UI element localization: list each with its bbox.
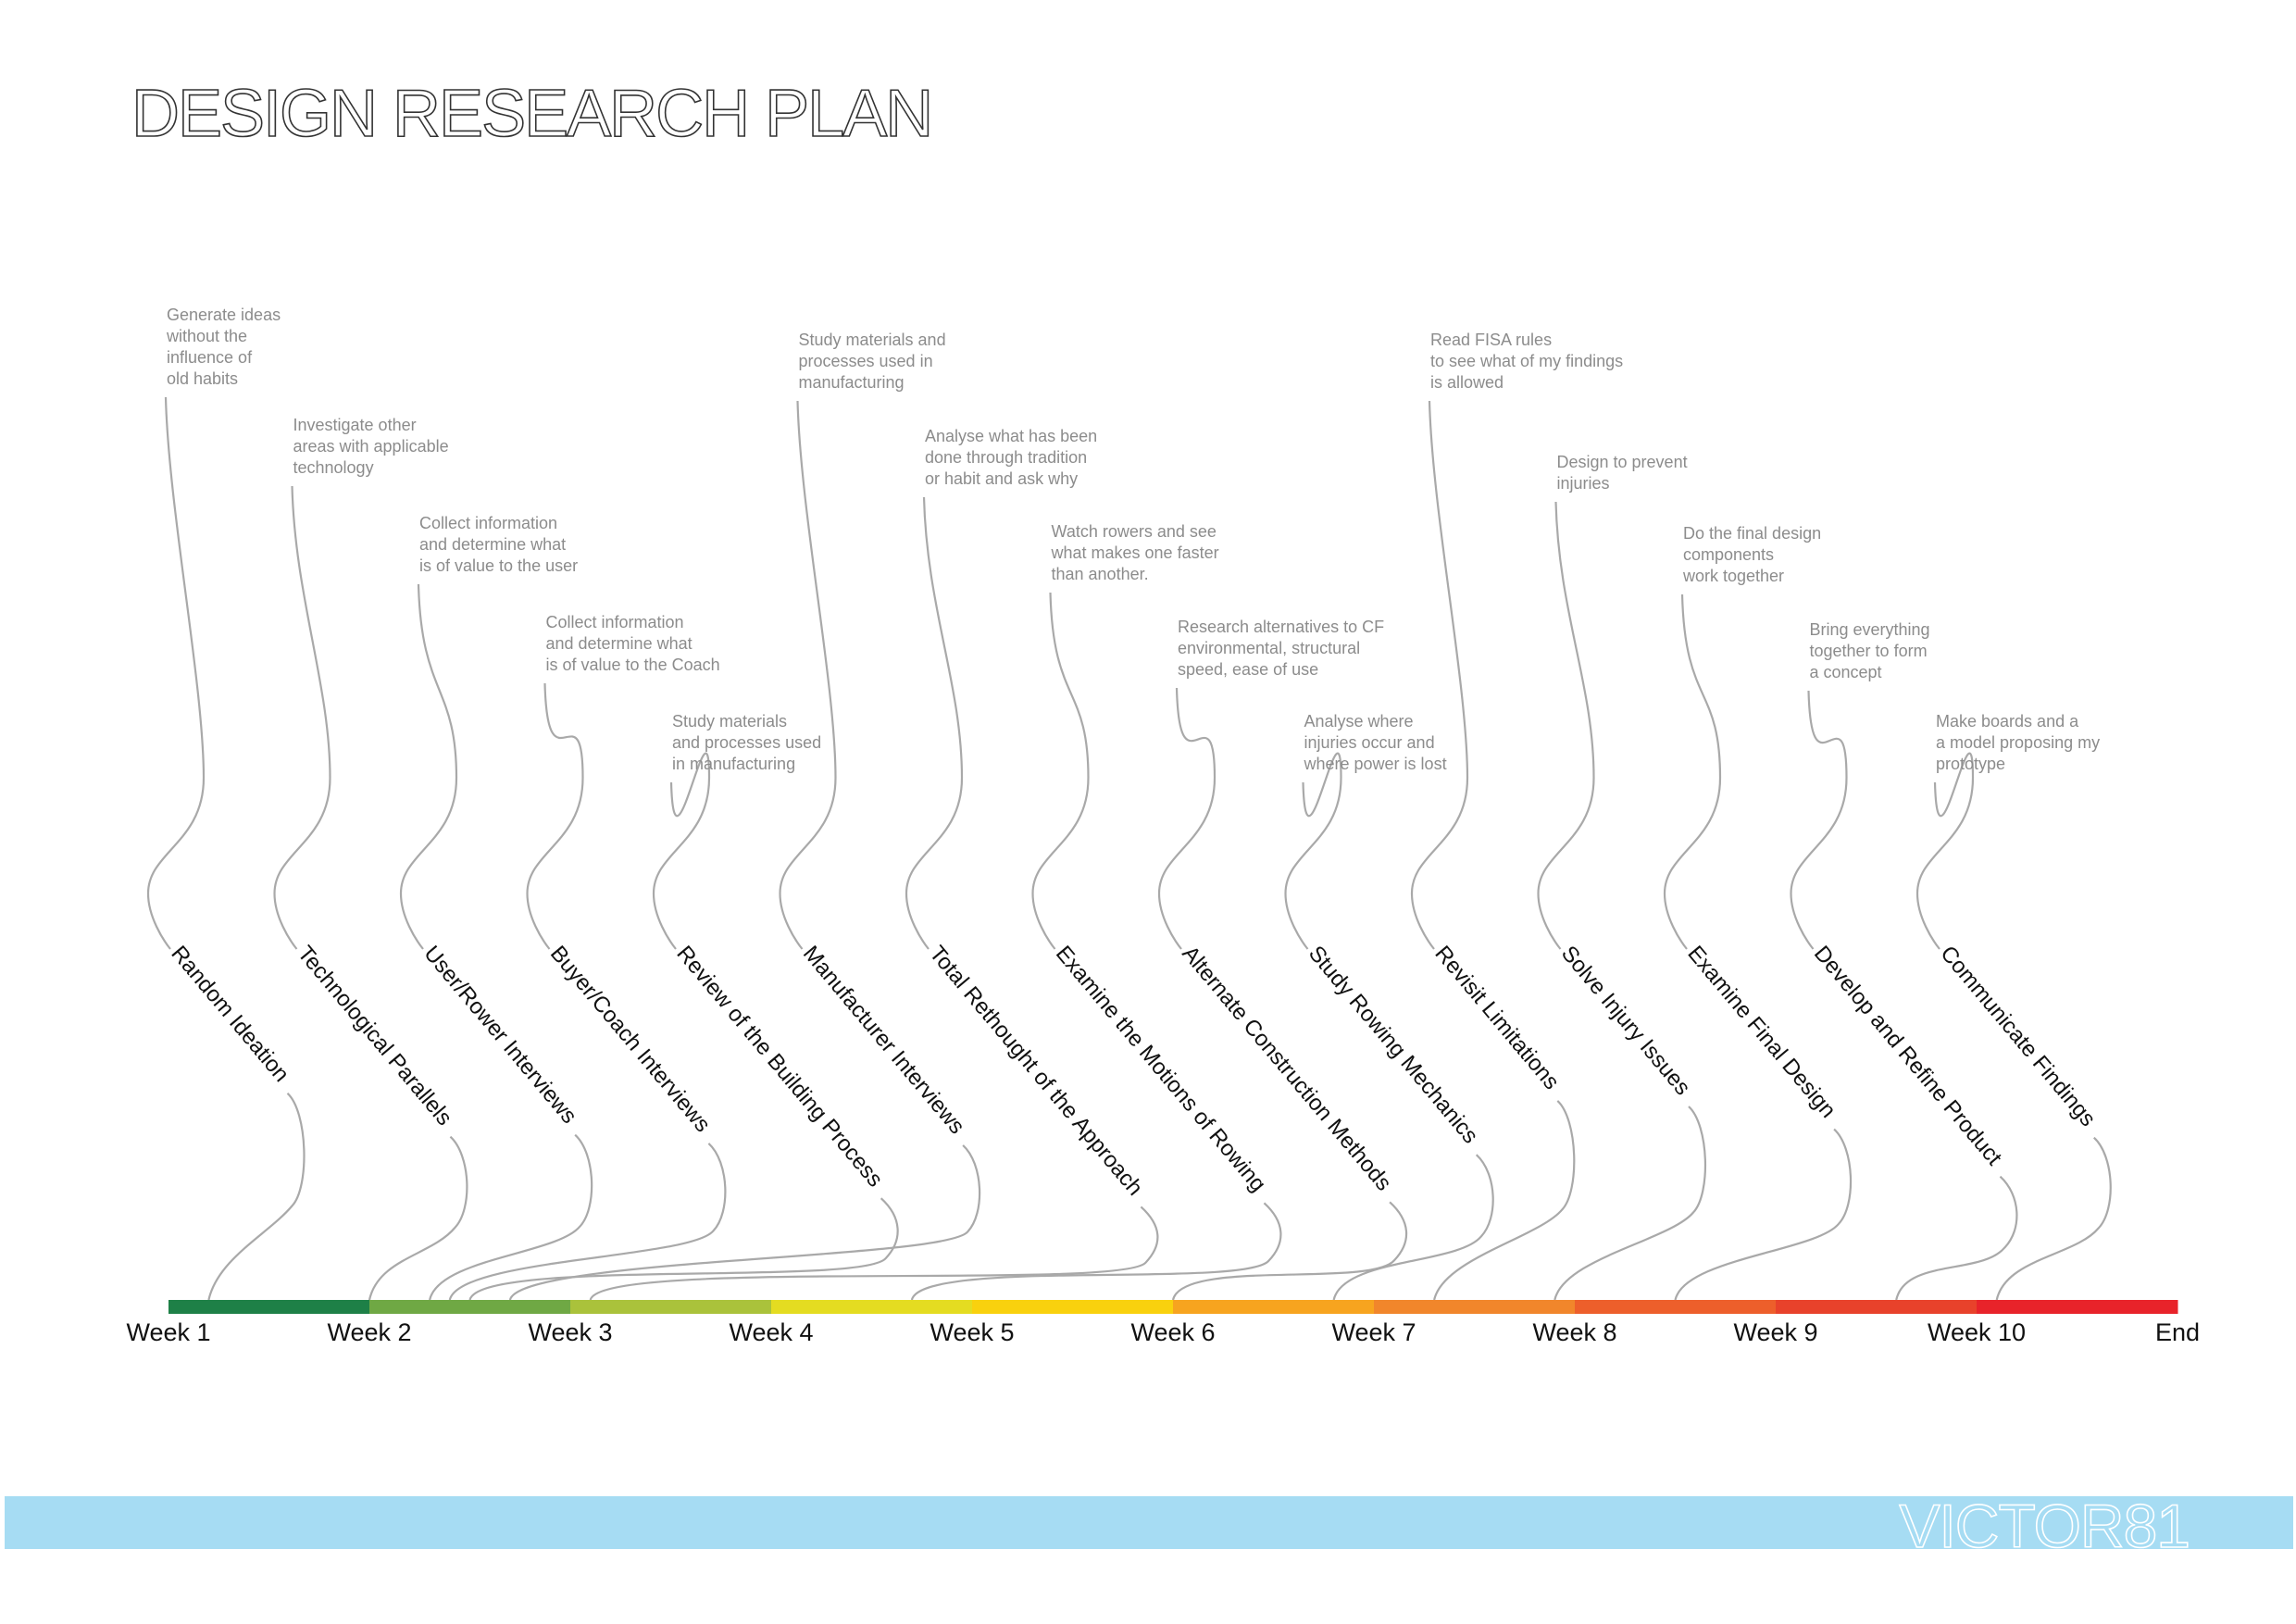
- task-description-examine-final-design: Do the final design components work togeth…: [1682, 524, 1821, 585]
- task-connector-lower-manufacturer-interviews: [508, 1144, 981, 1301]
- task-label-review-of-the-building-process: Review of the Building Process: [671, 942, 887, 1193]
- task-description-total-rethought-of-the-approach: Analyse what has been done through tradit…: [925, 427, 1097, 488]
- task-description-buyer-coach-interviews: Collect information and determine what is …: [546, 613, 720, 674]
- timeline-segment-week-5: [972, 1300, 1174, 1314]
- week-label-week-2: Week 2: [327, 1318, 411, 1346]
- task-connector-lower-alternate-construction-methods: [1171, 1201, 1408, 1301]
- footer-band: VICTOR81: [5, 1491, 2293, 1561]
- task-label-solve-injury-issues: Solve Injury Issues: [1556, 942, 1695, 1101]
- task-leader-upper-study-rowing-mechanics: [1284, 752, 1342, 950]
- task-description-examine-the-motions-of-rowing: Watch rowers and see what makes one faste…: [1051, 522, 1219, 583]
- task-leader-upper-buyer-coach-interviews: [526, 682, 584, 950]
- task-description-revisit-limitations: Read FISA rules to see what of my finding…: [1430, 331, 1623, 392]
- task-description-technological-parallels: Investigate other areas with applicable te…: [293, 416, 449, 477]
- task-leader-upper-random-ideation: [146, 396, 206, 950]
- task-label-revisit-limitations: Revisit Limitations: [1429, 942, 1564, 1095]
- week-label-week-10: Week 10: [1928, 1318, 2026, 1346]
- task-connector-lower-random-ideation: [207, 1092, 306, 1301]
- task-description-manufacturer-interviews: Study materials and processes used in manu…: [799, 331, 946, 392]
- timeline-segment-week-10: [1977, 1300, 2178, 1314]
- task-leader-upper-alternate-construction-methods: [1157, 687, 1217, 950]
- task-description-user-rower-interviews: Collect information and determine what is …: [419, 514, 578, 575]
- timeline-segment-week-9: [1776, 1300, 1978, 1314]
- week-labels: Week 1 Week 2 Week 3 Week 4 Week 5 Week 6 Week…: [126, 1318, 2200, 1346]
- timeline-segment-week-7: [1374, 1300, 1576, 1314]
- week-label-week-1: Week 1: [126, 1318, 210, 1346]
- week-label-week-8: Week 8: [1532, 1318, 1616, 1346]
- task-leader-upper-communicate-findings: [1915, 752, 1975, 950]
- task-leader-upper-revisit-limitations: [1410, 400, 1469, 950]
- timeline-segment-week-1: [168, 1300, 370, 1314]
- week-label-week-5: Week 5: [930, 1318, 1014, 1346]
- task-connector-lower-revisit-limitations: [1433, 1100, 1576, 1301]
- week-label-week-4: Week 4: [729, 1318, 813, 1346]
- week-label-week-3: Week 3: [528, 1318, 612, 1346]
- task-connector-lower-develop-and-refine-product: [1895, 1175, 2018, 1301]
- task-leader-upper-review-of-the-building-process: [652, 752, 711, 950]
- task-leader-upper-total-rethought-of-the-approach: [905, 496, 964, 950]
- week-label-week-9: Week 9: [1733, 1318, 1817, 1346]
- task-connector-lower-user-rower-interviews: [429, 1133, 593, 1301]
- timeline-segment-week-8: [1575, 1300, 1777, 1314]
- footer-logo: VICTOR81: [1899, 1491, 2191, 1561]
- week-label-end: End: [2155, 1318, 2200, 1346]
- timeline-segment-week-6: [1173, 1300, 1375, 1314]
- task-leader-upper-examine-final-design: [1663, 593, 1722, 950]
- timeline-segment-week-3: [570, 1300, 772, 1314]
- task-connector-lower-review-of-the-building-process: [468, 1197, 899, 1301]
- task-descriptions: Generate ideas without the influence of old…: [166, 306, 2100, 773]
- task-label-examine-the-motions-of-rowing: Examine the Motions of Rowing: [1051, 942, 1271, 1197]
- week-label-week-6: Week 6: [1130, 1318, 1215, 1346]
- task-connector-lower-solve-injury-issues: [1554, 1106, 1706, 1301]
- task-description-study-rowing-mechanics: Analyse where injuries occur and where pow…: [1304, 712, 1447, 773]
- task-label-random-ideation: Random Ideation: [166, 942, 293, 1087]
- task-connector-lower-buyer-coach-interviews: [448, 1143, 727, 1301]
- task-leader-upper-solve-injury-issues: [1537, 501, 1595, 950]
- task-description-develop-and-refine-product: Bring everything together to form a concep…: [1810, 620, 1930, 681]
- task-label-total-rethought-of-the-approach: Total Rethought of the Approach: [924, 942, 1147, 1201]
- page-title: DESIGN RESEARCH PLAN: [131, 76, 934, 152]
- task-description-solve-injury-issues: Design to prevent injuries: [1557, 453, 1688, 493]
- task-leader-upper-user-rower-interviews: [399, 583, 458, 950]
- task-connectors: [146, 396, 2112, 1301]
- task-description-random-ideation: Generate ideas without the influence of old…: [166, 306, 281, 388]
- task-connector-lower-examine-final-design: [1674, 1128, 1853, 1301]
- task-description-alternate-construction-methods: Research alternatives to CF environmental…: [1178, 618, 1384, 679]
- task-description-review-of-the-building-process: Study materials and processes used in manu…: [672, 712, 821, 773]
- timeline-bar: [168, 1300, 2178, 1314]
- task-leader-upper-manufacturer-interviews: [779, 400, 837, 950]
- task-leader-upper-develop-and-refine-product: [1790, 690, 1848, 950]
- task-connector-lower-technological-parallels: [368, 1135, 468, 1301]
- week-label-week-7: Week 7: [1331, 1318, 1416, 1346]
- task-connector-lower-study-rowing-mechanics: [1332, 1154, 1494, 1301]
- task-connector-lower-examine-the-motions-of-rowing: [910, 1202, 1282, 1301]
- task-connector-lower-total-rethought-of-the-approach: [589, 1206, 1159, 1301]
- task-label-examine-final-design: Examine Final Design: [1682, 942, 1841, 1123]
- timeline-segment-week-2: [369, 1300, 571, 1314]
- task-leader-upper-technological-parallels: [273, 485, 331, 950]
- task-connector-lower-communicate-findings: [1995, 1136, 2112, 1301]
- task-label-alternate-construction-methods: Alternate Construction Methods: [1177, 942, 1396, 1196]
- task-leader-upper-examine-the-motions-of-rowing: [1031, 592, 1090, 950]
- timeline-segment-week-4: [771, 1300, 973, 1314]
